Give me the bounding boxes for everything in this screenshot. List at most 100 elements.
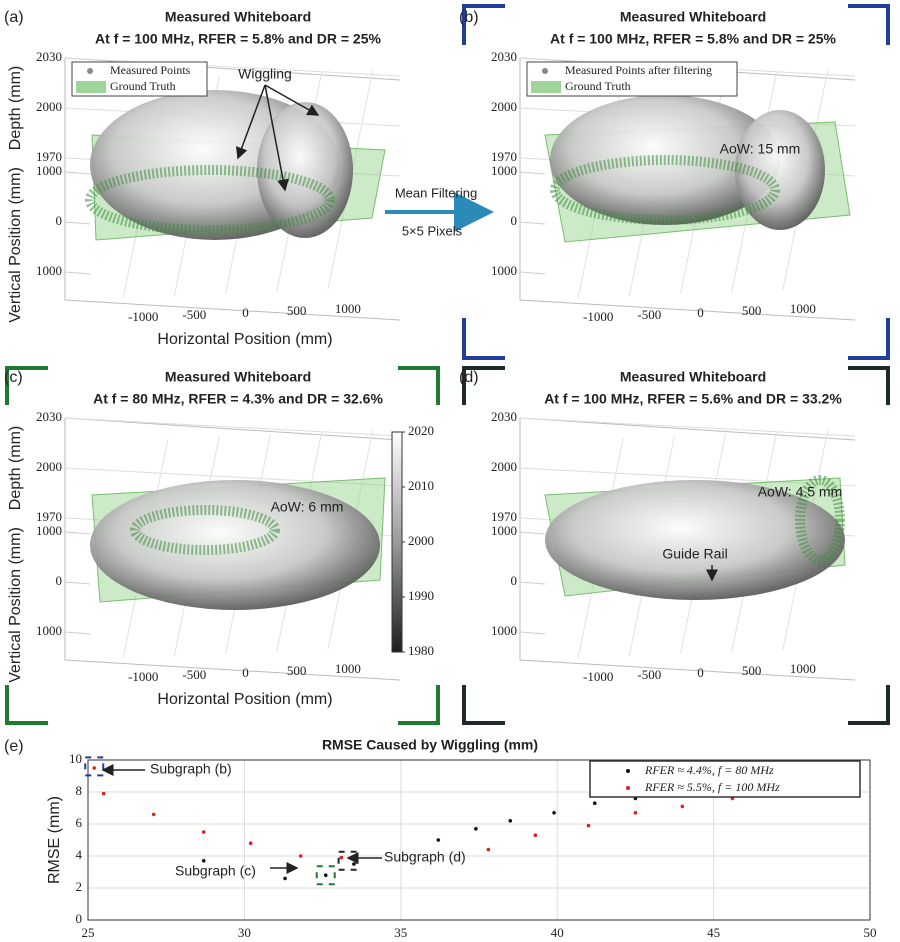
point: [151, 812, 156, 817]
z-grid-line: [519, 467, 856, 487]
chart-title: Measured Whiteboard: [620, 9, 766, 25]
x-axis-label: Horizontal Position (mm): [157, 691, 332, 708]
subgraph-marker: [315, 865, 336, 886]
y-grid-line: [519, 221, 546, 225]
y-axis-label: Vertical Position (mm): [7, 167, 24, 323]
x-tick-label: 1000: [335, 301, 361, 316]
point: [352, 862, 356, 866]
x-tick-label: -500: [182, 307, 206, 322]
x-tick-label: 0: [242, 305, 249, 320]
x-tick-label: 30: [238, 925, 251, 940]
z-tick-label: 2030: [36, 409, 62, 424]
z-tick-label: 1970: [36, 509, 62, 524]
green-band: [85, 165, 335, 235]
point: [552, 811, 556, 815]
annotation: Subgraph (d): [384, 849, 466, 865]
z-axis-label: Depth (mm): [7, 426, 24, 510]
colorbar-tick-label: 2010: [408, 478, 434, 493]
colorbar-tick-label: 2020: [408, 423, 434, 438]
z-tick-label: 2000: [491, 99, 517, 114]
z-tick-label: 2030: [491, 49, 517, 64]
y-tick-label: 10: [69, 751, 82, 766]
chart-title: RMSE Caused by Wiggling (mm): [322, 737, 538, 753]
y-grid-line: [519, 171, 546, 175]
point: [248, 841, 253, 845]
chart-title: At f = 100 MHz, RFER = 5.6% and DR = 33.…: [544, 391, 842, 407]
green-band: [550, 155, 780, 225]
z-grid-line: [64, 57, 401, 77]
panel-label: (e): [4, 738, 24, 755]
y-tick-label: 0: [511, 213, 518, 228]
y-tick-label: 1000: [491, 263, 517, 278]
annotation: Guide Rail: [662, 546, 727, 562]
x-tick-label: 50: [864, 925, 877, 940]
chart-title: Measured Whiteboard: [165, 9, 311, 25]
point: [323, 873, 328, 877]
point: [201, 859, 206, 863]
x-tick-label: 1000: [790, 661, 816, 676]
y-tick-label: 4: [76, 847, 83, 862]
y-tick-label: 8: [76, 783, 83, 798]
z-tick-label: 2000: [36, 99, 62, 114]
annotation: Subgraph (b): [150, 761, 232, 777]
x-tick-label: -500: [637, 307, 661, 322]
y-tick-label: 1000: [36, 163, 62, 178]
point-cloud: [735, 110, 825, 230]
point: [201, 830, 206, 834]
z-grid-line: [519, 417, 856, 437]
z-tick-label: 2000: [491, 459, 517, 474]
colorbar-tick-label: 1980: [408, 643, 434, 658]
legend-label: Ground Truth: [565, 79, 631, 93]
point: [283, 876, 287, 881]
y-grid-line: [64, 531, 91, 535]
y-tick-label: 1000: [491, 623, 517, 638]
annotation-arrow: [236, 84, 266, 160]
legend-label: RFER ≈ 4.4%, f = 80 MHz: [644, 763, 774, 777]
panel-label: (d): [459, 369, 479, 386]
y-axis-label: RMSE (mm): [46, 796, 63, 884]
point-cloud: [545, 480, 845, 600]
green-band: [795, 475, 845, 565]
legend-marker: [87, 68, 93, 74]
y-tick-label: 2: [76, 879, 83, 894]
chart-title: Measured Whiteboard: [165, 369, 311, 385]
point: [533, 833, 538, 837]
point: [92, 766, 97, 770]
y-grid-line: [64, 631, 91, 635]
x-tick-label: 500: [287, 303, 307, 318]
y-tick-label: 1000: [491, 523, 517, 538]
y-grid-line: [64, 221, 91, 225]
point: [592, 801, 597, 805]
y-grid-line: [64, 581, 91, 585]
legend-label: RFER ≈ 5.5%, f = 100 MHz: [644, 780, 780, 794]
annotation: AoW: 4.5 mm: [758, 484, 843, 500]
legend-marker: [76, 81, 106, 93]
point: [436, 838, 441, 842]
x-tick-label: -500: [182, 667, 206, 682]
z-tick-label: 1970: [491, 509, 517, 524]
x-tick-label: 0: [697, 665, 704, 680]
y-grid-line: [64, 271, 91, 275]
y-grid-line: [64, 171, 91, 175]
axis-frame: [64, 417, 401, 681]
point: [680, 804, 685, 809]
chart-title: At f = 100 MHz, RFER = 5.8% and DR = 25%: [550, 31, 836, 47]
transition-label: 5×5 Pixels: [402, 223, 463, 238]
x-tick-label: -1000: [583, 669, 613, 684]
point: [298, 854, 303, 858]
transition-label: Mean Filtering: [395, 185, 477, 200]
legend-box: [589, 760, 861, 798]
x-tick-label: 35: [394, 925, 407, 940]
x-tick-label: 1000: [335, 661, 361, 676]
x-tick-label: 500: [287, 663, 307, 678]
y-tick-label: 6: [76, 815, 83, 830]
x-tick-label: -1000: [583, 309, 613, 324]
y-axis-label: Vertical Position (mm): [7, 527, 24, 683]
y-tick-label: 1000: [36, 523, 62, 538]
x-tick-label: 0: [242, 665, 249, 680]
legend-marker: [626, 786, 630, 790]
point: [486, 847, 491, 852]
panel-label: (c): [4, 369, 23, 386]
y-grid-line: [519, 631, 546, 635]
x-tick-label: 500: [742, 663, 762, 678]
